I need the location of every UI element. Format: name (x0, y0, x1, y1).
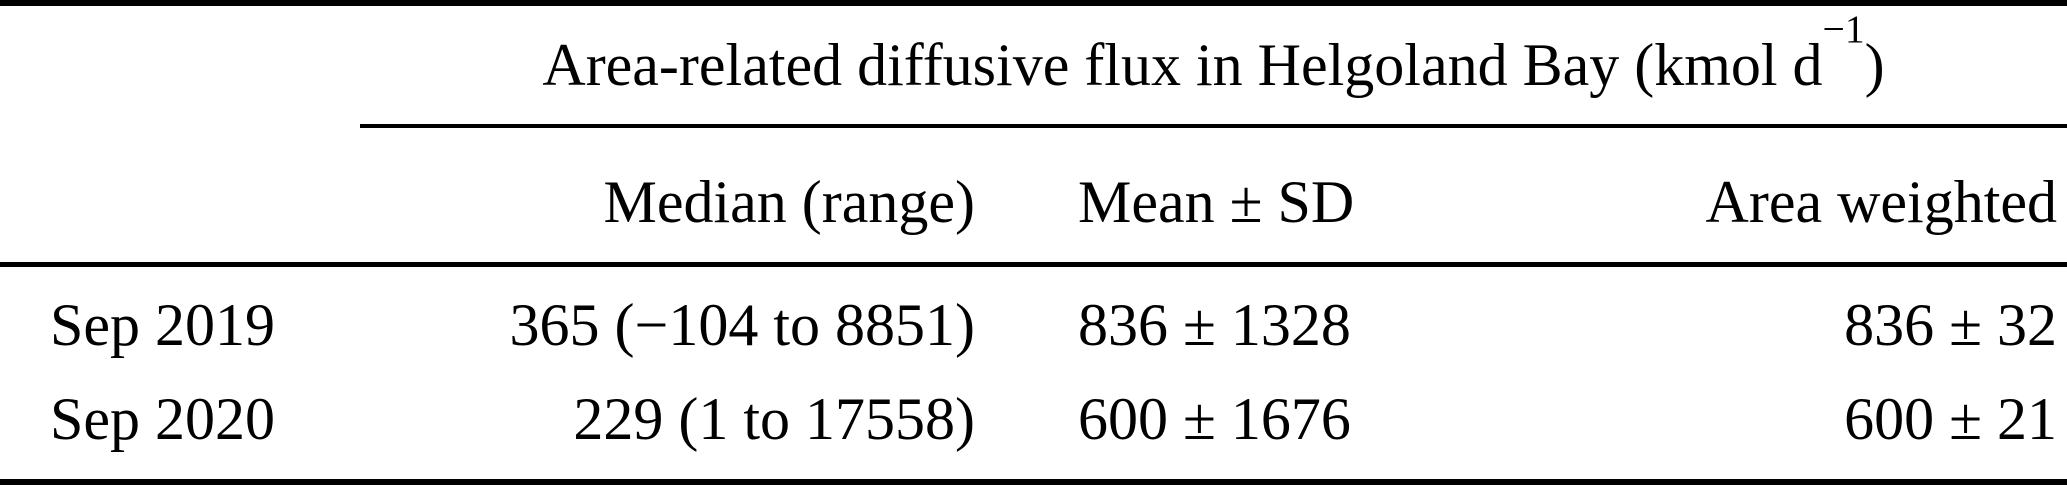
area-weighted-value: 600 ± 21 (1844, 386, 2058, 452)
median-range-value: 229 (1 to 17558) (573, 386, 975, 452)
span-header-close: ) (1864, 31, 1885, 98)
table-row-sep-2020: Sep 2020 229 (1 to 17558) 600 ± 1676 600… (0, 376, 2067, 482)
diffusive-flux-table: Area-related diffusive flux in Helgoland… (0, 0, 2067, 485)
mean-sd-value: 836 ± 1328 (1078, 291, 1351, 358)
column-header-mean-sd: Mean ± SD (1000, 126, 1610, 267)
mean-sd-value: 600 ± 1676 (1078, 386, 1351, 452)
span-header-text: Area-related diffusive flux in Helgoland… (542, 31, 1823, 98)
area-weighted-value: 836 ± 32 (1844, 291, 2058, 358)
table-row-sep-2019: Sep 2019 365 (−104 to 8851) 836 ± 1328 8… (0, 264, 2067, 376)
empty-label-header-cell (0, 126, 360, 267)
column-header-median-range: Median (range) (360, 126, 1000, 267)
unit-exponent: −1 (1822, 6, 1865, 51)
median-range-value: 365 (−104 to 8851) (509, 291, 975, 358)
row-label: Sep 2020 (50, 386, 275, 452)
row-label: Sep 2019 (50, 291, 275, 358)
column-header-row: Median (range) Mean ± SD Area weighted (0, 126, 2067, 267)
empty-corner-cell (0, 3, 360, 126)
header-span-row: Area-related diffusive flux in Helgoland… (0, 3, 2067, 128)
column-header-area-weighted: Area weighted (1610, 126, 2067, 267)
span-header: Area-related diffusive flux in Helgoland… (360, 3, 2067, 128)
